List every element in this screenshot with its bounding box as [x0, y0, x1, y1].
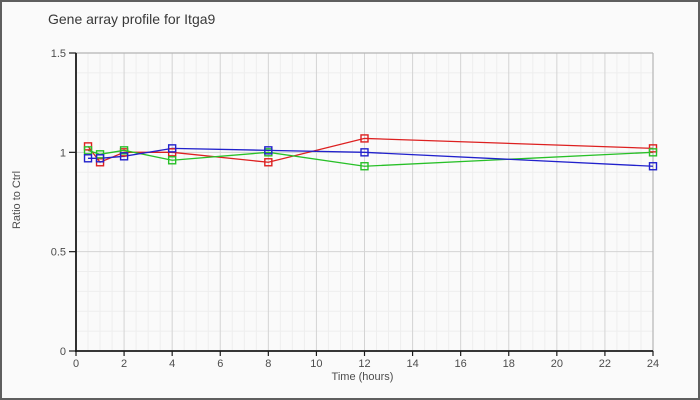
data-point-marker-green: [648, 148, 658, 157]
data-point-marker-red: [360, 134, 369, 143]
x-tick-label: 0: [73, 358, 79, 370]
x-tick-label: 20: [551, 358, 563, 370]
data-point-marker-blue: [83, 154, 93, 163]
x-tick-label: 18: [503, 358, 515, 370]
data-point-marker-blue: [264, 146, 273, 155]
x-tick-label: 14: [406, 358, 418, 370]
data-point-marker-blue: [360, 148, 369, 157]
x-tick-label: 24: [647, 358, 659, 370]
data-point-marker-blue: [167, 144, 177, 153]
series-line-red: [87, 137, 654, 164]
x-tick-label: 16: [455, 358, 467, 370]
chart-title: Gene array profile for Itga9: [48, 11, 216, 27]
y-tick-label: 1: [60, 147, 66, 159]
x-tick-label: 12: [358, 358, 370, 370]
x-axis-label: Time (hours): [331, 371, 394, 383]
data-point-marker-green: [83, 146, 93, 155]
data-point-marker-blue: [648, 162, 658, 171]
data-point-marker-green: [119, 146, 129, 155]
data-point-marker-blue: [119, 152, 129, 161]
data-point-marker-green: [167, 156, 177, 165]
data-point-marker-green: [360, 162, 369, 171]
x-tick-label: 6: [217, 358, 223, 370]
x-tick-label: 2: [121, 358, 127, 370]
y-tick-label: 1.5: [51, 48, 66, 60]
data-point-marker-blue: [95, 154, 105, 163]
y-tick-label: 0.5: [51, 247, 66, 259]
data-point-marker-red: [264, 158, 273, 167]
x-tick-label: 8: [265, 358, 271, 370]
x-tick-label: 22: [599, 358, 611, 370]
x-tick-label: 4: [169, 358, 175, 370]
y-tick-label: 0: [60, 346, 66, 358]
x-tick-label: 10: [310, 358, 322, 370]
